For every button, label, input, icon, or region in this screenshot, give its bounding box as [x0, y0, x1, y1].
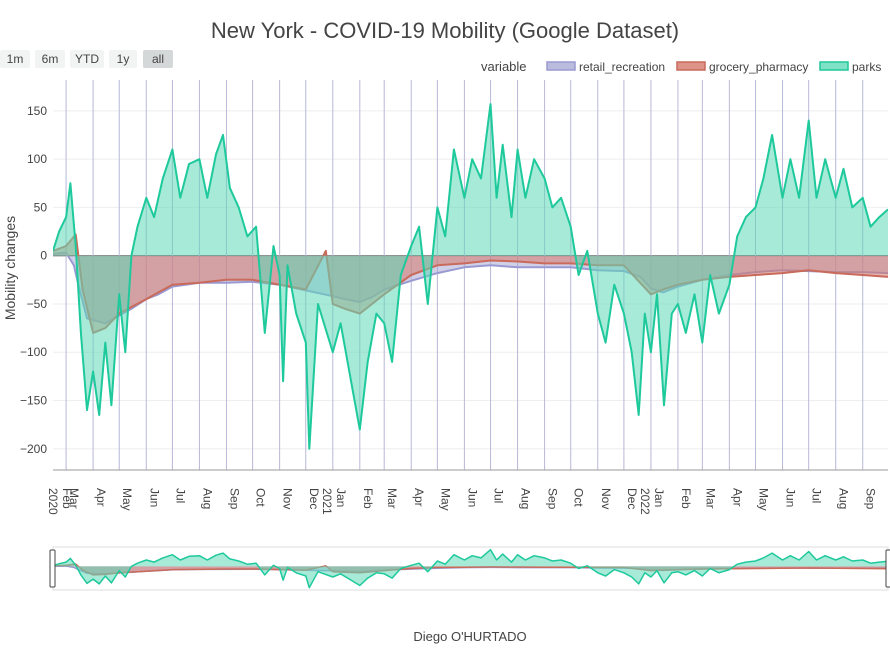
- x-tick-label: Dec: [625, 488, 639, 509]
- legend-item-grocery_pharmacy[interactable]: grocery_pharmacy: [676, 60, 808, 74]
- x-tick-label: Nov: [599, 488, 613, 509]
- legend-swatch: [546, 61, 576, 71]
- x-tick-label: Apr: [730, 488, 744, 507]
- range-button-ytd[interactable]: YTD: [70, 50, 104, 68]
- x-tick-label: Jan: [334, 488, 348, 507]
- x-tick-label: May: [438, 488, 452, 511]
- x-tick-label: Jan: [652, 488, 666, 507]
- range-slider[interactable]: [49, 546, 890, 591]
- x-tick-label: Oct: [572, 488, 586, 507]
- y-tick-label: 100: [27, 152, 47, 166]
- series-line-parks: [53, 103, 888, 450]
- x-tick-label: Aug: [200, 488, 214, 509]
- legend-label: grocery_pharmacy: [709, 60, 808, 74]
- legend-label: retail_recreation: [579, 60, 665, 74]
- grid-layer: [53, 80, 888, 470]
- slider-line-parks: [52, 548, 889, 589]
- area-layer: [53, 103, 888, 450]
- x-tick-label: Sep: [546, 488, 560, 510]
- x-tick-label: Sep: [227, 488, 241, 510]
- range-button-6m[interactable]: 6m: [35, 50, 65, 68]
- x-tick-label: Aug: [837, 488, 851, 509]
- range-slider-series: [52, 548, 889, 589]
- x-axis-title: Diego O'HURTADO: [413, 629, 526, 644]
- x-tick-label: Apr: [412, 488, 426, 507]
- y-tick-label: 150: [27, 104, 47, 118]
- x-tick-label: May: [757, 488, 771, 511]
- legend-item-retail_recreation[interactable]: retail_recreation: [546, 60, 665, 74]
- y-tick-label: 50: [34, 200, 48, 214]
- x-tick-label: Apr: [94, 488, 108, 507]
- x-tick-label: Oct: [254, 488, 268, 507]
- x-tick-label: Feb: [361, 488, 375, 509]
- x-tick-label: Jun: [784, 488, 798, 507]
- y-tick-label: −100: [20, 345, 47, 359]
- range-slider-left-handle[interactable]: [49, 549, 56, 588]
- x-tick-label: Jun: [465, 488, 479, 507]
- x-tick-year-label: 2020: [46, 488, 60, 515]
- x-tick-label: Jul: [173, 488, 187, 503]
- x-tick-label: Jul: [492, 488, 506, 503]
- y-tick-label: 0: [40, 249, 47, 263]
- x-tick-year-label: 2022: [638, 488, 652, 515]
- legend-swatch: [676, 61, 706, 71]
- chart-title: New York - COVID-19 Mobility (Google Dat…: [211, 18, 679, 43]
- legend: variable retail_recreation grocery_pharmac…: [481, 59, 881, 74]
- x-tick-label: Nov: [281, 488, 295, 509]
- legend-label: parks: [852, 60, 881, 74]
- series-area-parks: [53, 104, 888, 449]
- x-tick-label: Mar: [67, 488, 81, 509]
- range-button-1m[interactable]: 1m: [0, 50, 30, 68]
- x-tick-label: Aug: [519, 488, 533, 509]
- legend-swatch: [819, 61, 849, 71]
- range-button-1y[interactable]: 1y: [109, 50, 137, 68]
- x-tick-label: Dec: [307, 488, 321, 509]
- range-button-all[interactable]: all: [143, 50, 173, 68]
- x-tick-label: Feb: [679, 488, 693, 509]
- legend-item-parks[interactable]: parks: [819, 60, 881, 74]
- y-tick-label: −200: [20, 442, 47, 456]
- y-tick-label: −50: [27, 297, 48, 311]
- legend-title: variable: [481, 59, 527, 74]
- x-tick-label: Jun: [147, 488, 161, 507]
- x-tick-label: May: [120, 488, 134, 511]
- x-tick-year-label: 2021: [320, 488, 334, 515]
- x-tick-label: Sep: [864, 488, 878, 510]
- y-axis-title: Mobility changes: [2, 216, 18, 320]
- x-tick-label: Mar: [703, 488, 717, 509]
- range-slider-right-handle[interactable]: [885, 549, 890, 588]
- x-tick-label: Mar: [385, 488, 399, 509]
- x-tick-label: Jul: [810, 488, 824, 503]
- x-tick-label: Feb: [60, 488, 74, 509]
- y-tick-label: −150: [20, 393, 47, 407]
